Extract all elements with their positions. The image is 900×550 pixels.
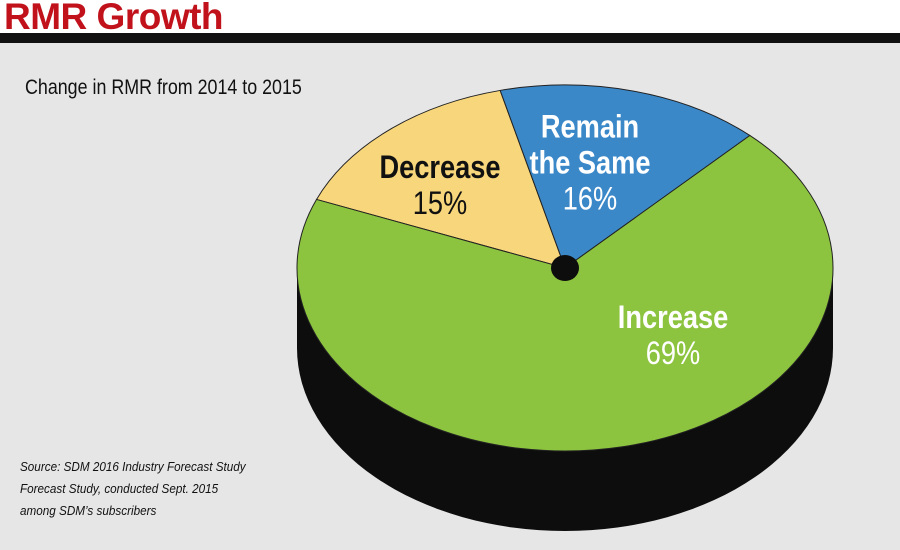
slice-label: Decrease 15% xyxy=(368,149,513,222)
chart-title: RMR Growth xyxy=(4,0,224,37)
pie-side xyxy=(297,268,833,531)
pie-slice xyxy=(499,84,751,269)
slice-name: Decrease xyxy=(379,149,501,186)
slice-label: Remain the Same 16% xyxy=(526,108,654,216)
slice-name: Remain the Same xyxy=(529,108,651,181)
slice-label: Increase 69% xyxy=(588,299,758,372)
pie-slice xyxy=(296,134,834,452)
slice-name: Increase xyxy=(617,299,729,336)
source-note: among SDM’s subscribers xyxy=(20,503,157,518)
source-note: Forecast Study, conducted Sept. 2015 xyxy=(20,481,219,496)
source-note: Source: SDM 2016 Industry Forecast Study xyxy=(20,459,246,474)
header-rule xyxy=(0,33,900,43)
slice-value: 16% xyxy=(562,179,618,216)
chart-subtitle: Change in RMR from 2014 to 2015 xyxy=(25,76,302,99)
pie-slice xyxy=(315,89,566,269)
slice-value: 69% xyxy=(645,335,701,371)
pie-center xyxy=(551,255,579,281)
slice-value: 15% xyxy=(412,185,468,221)
header xyxy=(0,0,900,34)
